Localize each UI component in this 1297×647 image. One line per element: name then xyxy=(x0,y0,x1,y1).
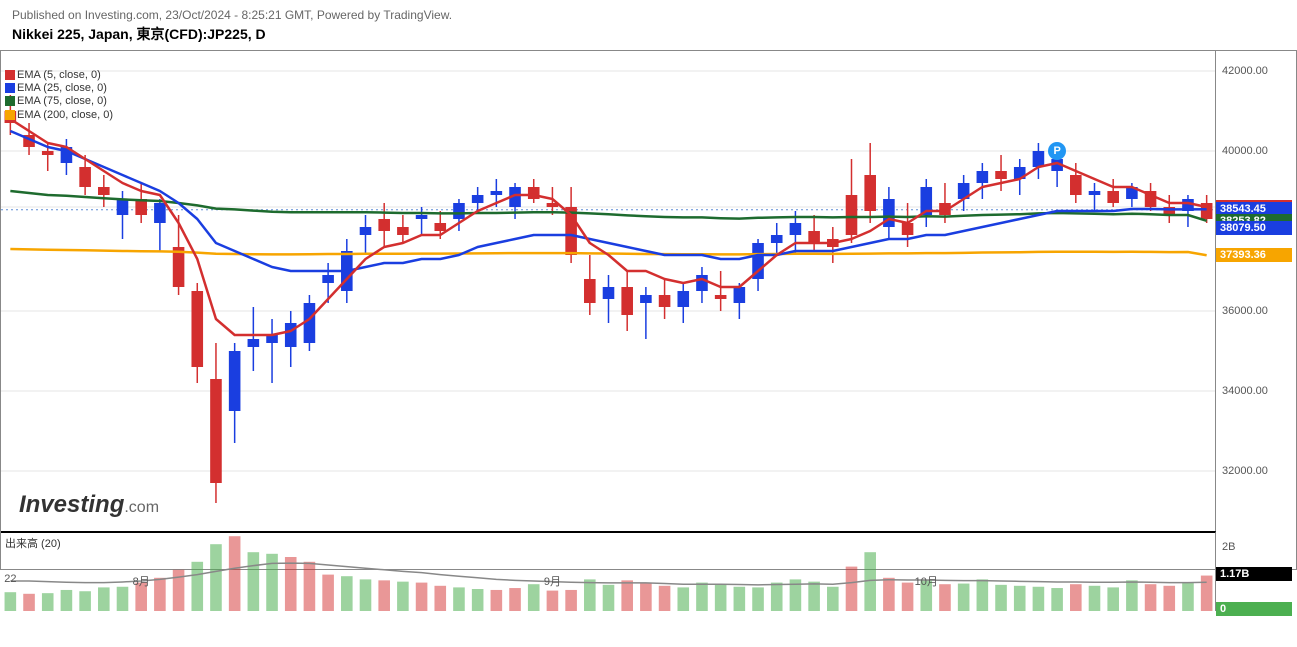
x-tick: 9月 xyxy=(544,573,561,589)
y-tick: 34000.00 xyxy=(1222,385,1268,397)
volume-legend: 出来高 (20) xyxy=(5,535,61,551)
x-tick: 22 xyxy=(4,573,16,585)
chart-title: Nikkei 225, Japan, 東京(CFD):JP225, D xyxy=(0,24,1297,50)
x-tick: 8月 xyxy=(133,573,150,589)
legend-ema25: EMA (25, close, 0) xyxy=(17,82,107,94)
price-live-label: 38079.50 xyxy=(1216,221,1292,235)
y-tick: 36000.00 xyxy=(1222,305,1268,317)
ema-legend: EMA (5, close, 0) EMA (25, close, 0) EMA… xyxy=(5,69,113,122)
price-svg[interactable] xyxy=(1,51,1215,531)
vol-live-label: 1.17B xyxy=(1216,567,1292,581)
y-axis-price: 42000.0040000.0038598.4936000.0034000.00… xyxy=(1216,51,1296,531)
marker-p-icon: P xyxy=(1048,142,1066,160)
x-tick: 10月 xyxy=(915,573,938,589)
watermark: Investing.com xyxy=(19,491,159,519)
vol-live-label: 0 xyxy=(1216,602,1292,616)
publish-info: Published on Investing.com, 23/Oct/2024 … xyxy=(0,0,1297,24)
x-axis: 22 8月 9月 10月 xyxy=(1,569,1216,591)
y-tick: 42000.00 xyxy=(1222,65,1268,77)
vol-tick: 2B xyxy=(1222,541,1235,553)
chart-container: EMA (5, close, 0) EMA (25, close, 0) EMA… xyxy=(0,50,1297,570)
legend-ema200: EMA (200, close, 0) xyxy=(17,109,113,121)
legend-ema5: EMA (5, close, 0) xyxy=(17,69,101,81)
y-axis-volume: 2B1.17B0 xyxy=(1216,531,1296,611)
y-tick: 40000.00 xyxy=(1222,145,1268,157)
price-pane[interactable]: EMA (5, close, 0) EMA (25, close, 0) EMA… xyxy=(1,51,1216,531)
price-live-label: 37393.36 xyxy=(1216,248,1292,262)
legend-ema75: EMA (75, close, 0) xyxy=(17,95,107,107)
y-tick: 32000.00 xyxy=(1222,465,1268,477)
